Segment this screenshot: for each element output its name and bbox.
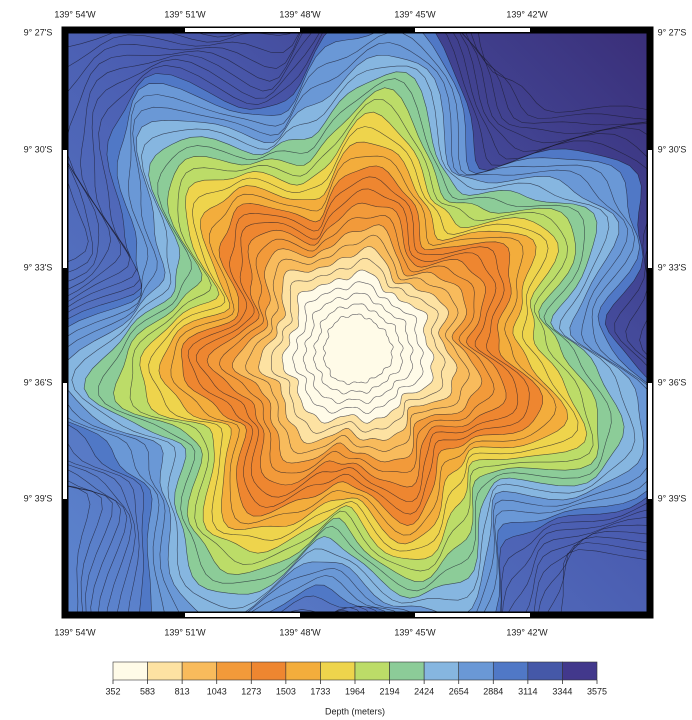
colorbar-cell	[459, 662, 494, 680]
latitude-label: 9° 33'S	[658, 262, 687, 272]
latitude-label: 9° 33'S	[24, 262, 53, 272]
longitude-label: 139° 51'W	[164, 627, 206, 637]
colorbar-cell	[528, 662, 563, 680]
longitude-label: 139° 45'W	[394, 627, 436, 637]
colorbar-cell	[251, 662, 286, 680]
colorbar-tick-label: 1043	[207, 686, 227, 696]
latitude-label: 9° 30'S	[658, 144, 687, 154]
colorbar-tick-label: 2194	[380, 686, 400, 696]
latitude-label: 9° 27'S	[658, 27, 687, 37]
colorbar-tick-label: 1964	[345, 686, 365, 696]
colorbar-cell	[320, 662, 355, 680]
latitude-label: 9° 27'S	[24, 27, 53, 37]
colorbar-tick-label: 813	[175, 686, 190, 696]
colorbar-cell	[286, 662, 321, 680]
longitude-label: 139° 42'W	[506, 627, 548, 637]
colorbar-tick-label: 1733	[310, 686, 330, 696]
page: 139° 54'W 139° 51'W 139° 48'W 139° 45'W 139°…	[0, 0, 692, 720]
latitude-label: 9° 30'S	[24, 144, 53, 154]
colorbar-tick-label: 2654	[449, 686, 469, 696]
longitude-label: 139° 51'W	[164, 9, 206, 19]
colorbar-cell	[148, 662, 183, 680]
latitude-label: 9° 36'S	[24, 377, 53, 387]
map-figure: 139° 54'W 139° 51'W 139° 48'W 139° 45'W 139°…	[0, 0, 692, 720]
longitude-label: 139° 54'W	[54, 627, 96, 637]
colorbar-tick-label: 3114	[518, 686, 537, 696]
colorbar-cell	[182, 662, 217, 680]
colorbar-cell	[113, 662, 148, 680]
colorbar-cell	[217, 662, 252, 680]
colorbar-tick-label: 2884	[483, 686, 503, 696]
longitude-label: 139° 54'W	[54, 9, 96, 19]
colorbar-cell	[424, 662, 459, 680]
colorbar-tick-label: 583	[140, 686, 155, 696]
colorbar-cell	[390, 662, 425, 680]
colorbar-label: Depth (meters)	[325, 706, 385, 716]
colorbar-cell	[562, 662, 597, 680]
latitude-label: 9° 36'S	[658, 377, 687, 387]
colorbar-tick-label: 3575	[587, 686, 607, 696]
longitude-label: 139° 48'W	[279, 9, 321, 19]
longitude-label: 139° 48'W	[279, 627, 321, 637]
colorbar-tick-label: 1503	[276, 686, 296, 696]
latitude-label: 9° 39'S	[658, 493, 687, 503]
longitude-label: 139° 42'W	[506, 9, 548, 19]
colorbar-tick-label: 1273	[241, 686, 261, 696]
colorbar-tick-label: 3344	[552, 686, 572, 696]
colorbar-tick-label: 2424	[414, 686, 434, 696]
colorbar-tick-label: 352	[105, 686, 120, 696]
colorbar-cell	[355, 662, 390, 680]
colorbar-cell	[493, 662, 528, 680]
latitude-label: 9° 39'S	[24, 493, 53, 503]
longitude-label: 139° 45'W	[394, 9, 436, 19]
